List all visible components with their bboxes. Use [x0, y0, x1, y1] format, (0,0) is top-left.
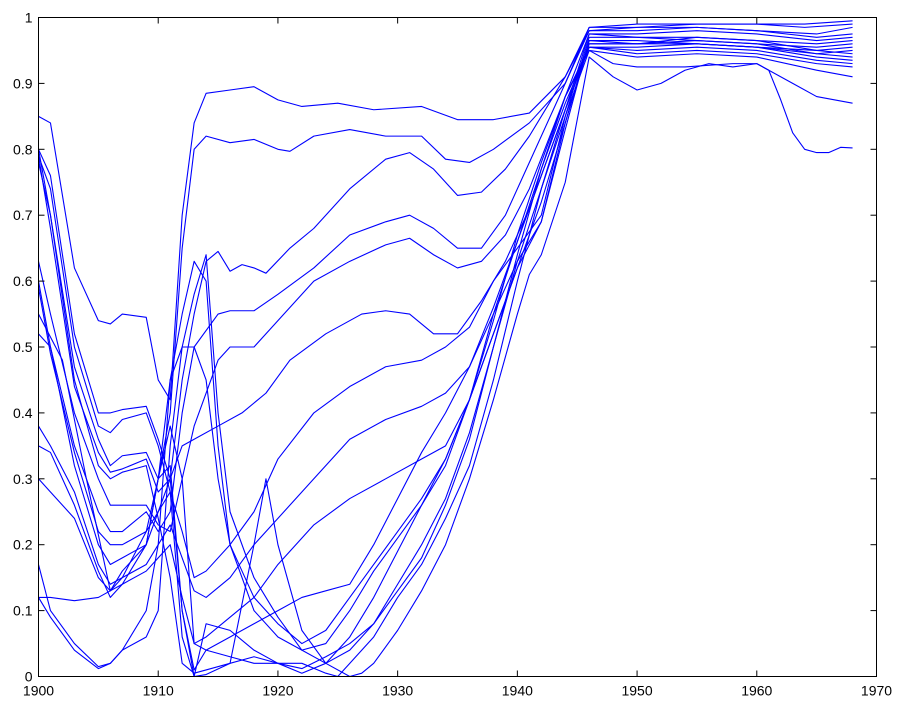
series-line-9: [38, 40, 853, 645]
x-tick-label: 1950: [621, 683, 652, 699]
x-tick-label: 1920: [262, 683, 293, 699]
y-axis: 0 0.1 0.2 0.3 0.4 0.5 0.6 0.7 0.8 0.9 1: [13, 10, 877, 685]
y-tick-label: 0.4: [13, 405, 33, 421]
series-line-1: [38, 20, 853, 401]
plot-area-frame: [38, 17, 877, 677]
y-tick-label: 0.3: [13, 471, 33, 487]
y-tick-label: 0.7: [13, 207, 33, 223]
y-tick-label: 0.9: [13, 75, 33, 91]
series-line-17: [37, 56, 853, 678]
x-axis: 1900 1910 1920 1930 1940 1950 1960 1970: [23, 17, 892, 699]
series-line-6: [37, 33, 853, 546]
series-line-2: [37, 23, 853, 480]
y-tick-label: 0.5: [13, 339, 33, 355]
series-layer: [37, 20, 853, 678]
y-tick-label: 1: [25, 10, 33, 26]
y-tick-label: 0.1: [13, 603, 33, 619]
series-line-12: [38, 43, 853, 670]
x-tick-label: 1930: [382, 683, 413, 699]
x-tick-label: 1960: [741, 683, 772, 699]
series-line-16: [37, 49, 853, 678]
series-line-10: [38, 36, 853, 645]
x-tick-label: 1970: [861, 683, 892, 699]
y-tick-label: 0.6: [13, 273, 33, 289]
y-tick-label: 0.2: [13, 537, 33, 553]
x-tick-label: 1910: [143, 683, 174, 699]
series-line-15: [37, 49, 853, 678]
x-tick-label: 1900: [23, 683, 54, 699]
series-line-7: [38, 36, 853, 579]
y-tick-label: 0: [25, 669, 33, 685]
y-tick-label: 0.8: [13, 141, 33, 157]
series-line-13: [38, 46, 853, 651]
series-line-3: [37, 26, 853, 493]
x-tick-label: 1940: [502, 683, 533, 699]
series-line-4: [37, 26, 853, 533]
